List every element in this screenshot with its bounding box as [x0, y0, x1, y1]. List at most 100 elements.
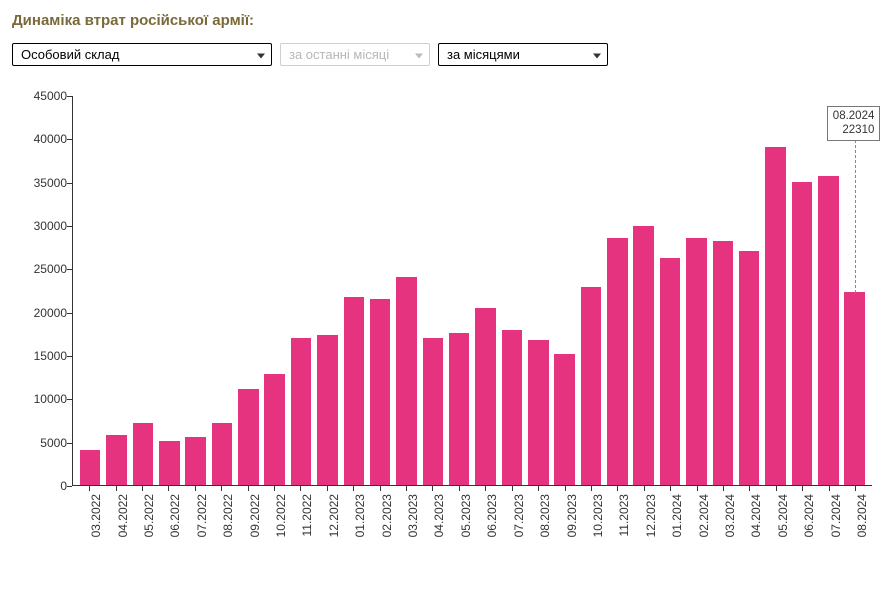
bar-slot: [446, 96, 472, 485]
x-label-slot: 02.2023: [366, 490, 392, 570]
y-tick-label: 40000: [12, 132, 67, 146]
bar-slot: [288, 96, 314, 485]
bar-slot: [341, 96, 367, 485]
bar: [581, 287, 602, 485]
x-tick-label: 03.2023: [406, 494, 420, 537]
bar: [396, 277, 417, 485]
x-tick-label: 11.2022: [300, 494, 314, 537]
x-tick-label: 11.2023: [617, 494, 631, 537]
x-label-slot: 06.2022: [155, 490, 181, 570]
x-tick-mark: [829, 486, 830, 491]
x-tick-mark: [802, 486, 803, 491]
bar-slot: [314, 96, 340, 485]
bar: [370, 299, 391, 485]
bar: [212, 423, 233, 485]
bar: [713, 241, 734, 485]
x-label-slot: 03.2022: [76, 490, 102, 570]
bar-slot: [367, 96, 393, 485]
x-label-slot: 09.2022: [234, 490, 260, 570]
period-recent-select[interactable]: за останні місяці: [280, 43, 430, 66]
x-tick-mark: [116, 486, 117, 491]
x-tick-label: 06.2023: [485, 494, 499, 537]
x-tick-label: 12.2023: [644, 494, 658, 537]
bar: [607, 238, 628, 485]
x-tick-mark: [353, 486, 354, 491]
y-tick-label: 20000: [12, 306, 67, 320]
bar-slot: [710, 96, 736, 485]
x-tick-mark: [697, 486, 698, 491]
x-tick-mark: [512, 486, 513, 491]
x-tick-mark: [644, 486, 645, 491]
x-axis-labels: 03.202204.202205.202206.202207.202208.20…: [72, 490, 872, 570]
x-tick-mark: [565, 486, 566, 491]
x-label-slot: 04.2022: [102, 490, 128, 570]
x-label-slot: 12.2022: [314, 490, 340, 570]
bar-slot: [182, 96, 208, 485]
x-tick-mark: [855, 486, 856, 491]
bar-slot: [420, 96, 446, 485]
x-label-slot: 11.2023: [604, 490, 630, 570]
bar-slot: [156, 96, 182, 485]
bar-slot: [130, 96, 156, 485]
y-tick-label: 10000: [12, 392, 67, 406]
bar: [502, 330, 523, 485]
x-label-slot: 08.2023: [525, 490, 551, 570]
x-tick-label: 07.2023: [512, 494, 526, 537]
bar-slot: [762, 96, 788, 485]
bar-slot: [789, 96, 815, 485]
bar: [554, 354, 575, 485]
x-tick-label: 02.2024: [697, 494, 711, 537]
bar: [80, 450, 101, 485]
y-tick-mark: [67, 486, 72, 487]
x-tick-label: 10.2022: [274, 494, 288, 537]
x-label-slot: 01.2023: [340, 490, 366, 570]
bar-slot: [683, 96, 709, 485]
x-tick-label: 03.2022: [89, 494, 103, 537]
x-tick-label: 06.2022: [168, 494, 182, 537]
annotation-leader-line: [855, 140, 856, 293]
page-title: Динаміка втрат російської армії:: [12, 12, 883, 29]
bar: [264, 374, 285, 485]
bar-slot: [103, 96, 129, 485]
x-tick-label: 04.2024: [749, 494, 763, 537]
bar-slot: [525, 96, 551, 485]
category-select[interactable]: Особовий склад: [12, 43, 272, 66]
select-wrap-3: за місяцями: [438, 43, 608, 66]
x-tick-label: 02.2023: [380, 494, 394, 537]
x-label-slot: 05.2023: [446, 490, 472, 570]
bar: [792, 182, 813, 485]
period-monthly-select[interactable]: за місяцями: [438, 43, 608, 66]
bar-slot: [499, 96, 525, 485]
x-tick-mark: [274, 486, 275, 491]
x-tick-label: 04.2022: [116, 494, 130, 537]
y-tick-label: 15000: [12, 349, 67, 363]
x-label-slot: 01.2024: [657, 490, 683, 570]
x-tick-mark: [195, 486, 196, 491]
plot-region: [72, 96, 872, 486]
y-tick-label: 45000: [12, 89, 67, 103]
y-tick-label: 25000: [12, 262, 67, 276]
x-tick-mark: [327, 486, 328, 491]
bar-slot: [604, 96, 630, 485]
x-tick-mark: [617, 486, 618, 491]
annotation-box: 08.2024 22310: [827, 106, 881, 141]
x-label-slot: 10.2023: [578, 490, 604, 570]
bar: [765, 147, 786, 485]
x-tick-label: 05.2023: [459, 494, 473, 537]
x-tick-label: 05.2024: [776, 494, 790, 537]
bar: [475, 308, 496, 485]
y-tick-label: 5000: [12, 436, 67, 450]
x-tick-mark: [776, 486, 777, 491]
select-wrap-2: за останні місяці: [280, 43, 430, 66]
x-label-slot: 08.2022: [208, 490, 234, 570]
x-tick-mark: [380, 486, 381, 491]
bar-slot: [472, 96, 498, 485]
annotation-value: 22310: [833, 123, 875, 137]
x-tick-label: 09.2022: [248, 494, 262, 537]
controls-row: Особовий склад за останні місяці за міся…: [12, 43, 883, 66]
x-tick-label: 10.2023: [591, 494, 605, 537]
x-tick-mark: [89, 486, 90, 491]
x-tick-label: 03.2024: [723, 494, 737, 537]
x-tick-mark: [248, 486, 249, 491]
bar: [159, 441, 180, 485]
